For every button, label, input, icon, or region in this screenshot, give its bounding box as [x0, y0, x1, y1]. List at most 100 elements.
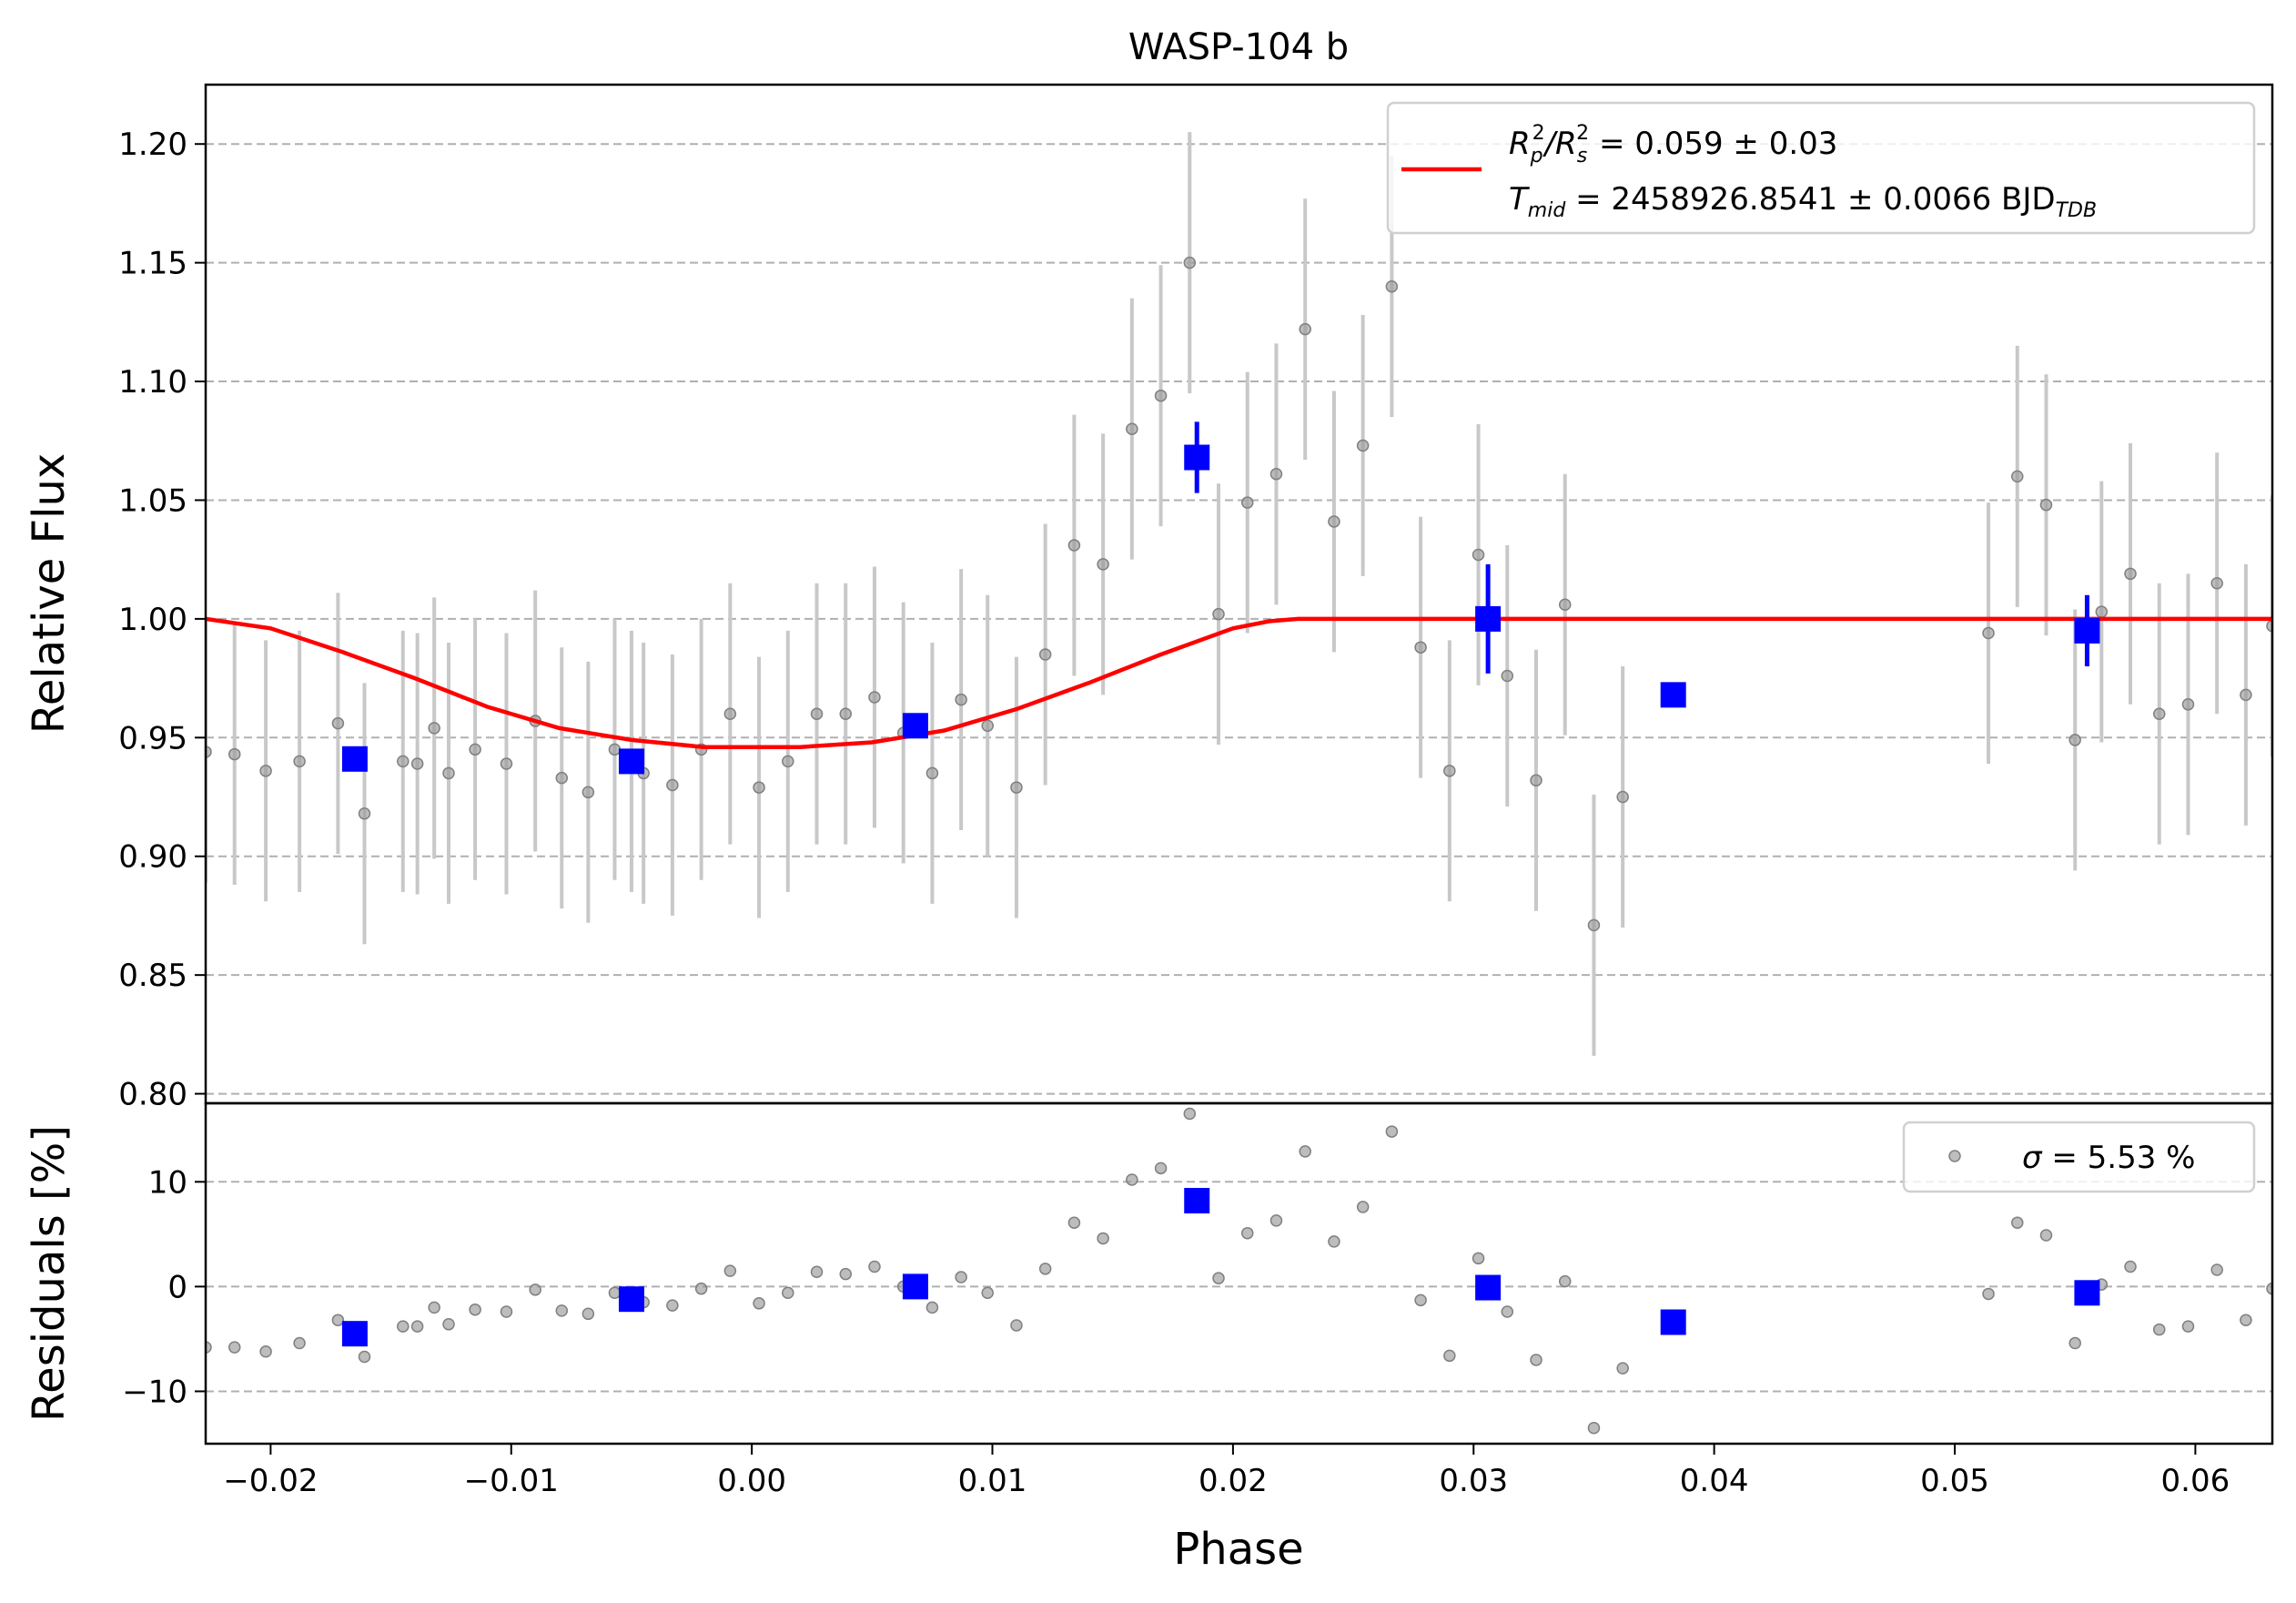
raw-point	[1299, 322, 1311, 336]
residual-raw-point	[582, 1307, 595, 1321]
legend-tmid-entry: Tmid = 2458926.8541 ± 0.0066 BJDTDB	[1509, 181, 2097, 222]
raw-point	[608, 743, 622, 756]
raw-point	[1385, 279, 1399, 293]
binned-point	[2074, 617, 2100, 644]
raw-point	[925, 766, 939, 780]
raw-point	[1558, 598, 1572, 611]
residual-raw-point	[358, 1350, 371, 1364]
binned-point	[618, 748, 644, 775]
raw-point	[1530, 774, 1542, 787]
chart-title: WASP-104 b	[1128, 26, 1349, 68]
raw-point	[1126, 422, 1138, 435]
raw-point	[469, 743, 481, 756]
residual-binned-point	[618, 1286, 644, 1313]
main-legend-box	[1386, 101, 2256, 235]
residual-raw-point	[1126, 1173, 1138, 1186]
legend-sigma-entry: σ = 5.53 %	[2022, 1140, 2195, 1176]
residual-raw-point	[1328, 1235, 1340, 1248]
main-y-tick-label: 0.85	[118, 958, 187, 994]
raw-point	[2039, 498, 2053, 512]
binned-point	[1660, 682, 1686, 708]
residual-raw-point	[955, 1271, 967, 1283]
residual-raw-point	[782, 1286, 794, 1300]
main-y-tick-label: 1.05	[118, 482, 187, 519]
residual-raw-point	[1154, 1162, 1168, 1175]
residual-raw-point	[2266, 1282, 2272, 1295]
residual-raw-points	[206, 1107, 2272, 1435]
raw-point	[1010, 781, 1023, 794]
raw-point	[358, 807, 371, 820]
raw-point	[1587, 918, 1601, 932]
raw-point	[810, 707, 824, 720]
raw-point	[1097, 558, 1109, 571]
residual-raw-point	[1356, 1201, 1370, 1213]
residual-raw-point	[1010, 1319, 1023, 1332]
raw-point	[228, 747, 241, 761]
residual-raw-point	[1587, 1421, 1601, 1435]
residual-raw-point	[293, 1336, 306, 1350]
residual-raw-point	[1183, 1107, 1197, 1121]
residual-raw-point	[2039, 1229, 2053, 1242]
x-tick-label: 0.04	[1680, 1463, 1749, 1499]
raw-point	[1183, 256, 1197, 269]
raw-point	[723, 707, 737, 720]
residual-raw-point	[839, 1267, 852, 1281]
x-axis-ticks: −0.02 −0.01 0.00 0.01 0.02 0.03 0.04 0.05 0.06	[223, 1444, 2230, 1499]
raw-point	[782, 755, 794, 768]
residual-raw-point	[228, 1341, 241, 1354]
y-axis-label-residuals: Residuals [%]	[24, 1125, 75, 1422]
residual-raw-point	[1414, 1294, 1427, 1307]
x-tick-label: 0.03	[1439, 1463, 1508, 1499]
residual-legend-box	[1902, 1121, 2256, 1193]
legend-sigma-marker	[1948, 1150, 1961, 1162]
x-tick-label: 0.01	[958, 1463, 1027, 1499]
raw-point	[206, 746, 212, 758]
residual-raw-point	[1299, 1145, 1311, 1158]
raw-point	[955, 693, 967, 706]
residual-binned-point	[902, 1273, 928, 1300]
legend-depth-r: R	[1509, 126, 1531, 162]
raw-point	[1414, 641, 1427, 654]
residual-panel-plot-area	[206, 1107, 2272, 1435]
legend-depth-sub-p: p	[1530, 145, 1543, 167]
raw-point	[397, 755, 410, 768]
residual-panel-frame	[204, 1101, 2274, 1446]
raw-point	[259, 765, 272, 777]
residual-raw-point	[529, 1283, 541, 1296]
raw-point	[1154, 389, 1168, 402]
raw-point	[1067, 539, 1081, 552]
main-y-tick-label: 1.00	[118, 602, 187, 638]
x-tick-label: −0.02	[223, 1463, 318, 1499]
raw-point	[2266, 619, 2272, 633]
legend-depth-sup-2: 2	[1576, 122, 1589, 145]
residual-raw-point	[206, 1341, 212, 1354]
main-y-tick-label: 1.10	[118, 364, 187, 401]
residual-raw-point	[1982, 1287, 1995, 1301]
residual-raw-point	[428, 1301, 440, 1314]
raw-point	[2011, 470, 2024, 483]
legend-depth-slash-r: /R	[1542, 126, 1577, 162]
residual-y-tick-label: 0	[167, 1269, 187, 1305]
residual-raw-point	[1269, 1214, 1283, 1227]
residual-binned-point	[341, 1321, 368, 1347]
legend-tmid-t: T	[1509, 181, 1530, 218]
residual-raw-point	[2181, 1320, 2195, 1333]
residual-y-tick-label: −10	[122, 1374, 187, 1410]
residual-y-tick-label: 10	[148, 1164, 187, 1201]
residual-raw-point	[1616, 1362, 1629, 1375]
main-panel-plot-area	[206, 132, 2272, 1056]
raw-point	[1982, 626, 1995, 640]
x-axis-label: Phase	[1173, 1524, 1303, 1575]
x-tick-label: −0.01	[464, 1463, 559, 1499]
residual-raw-point	[397, 1320, 410, 1333]
residual-raw-point	[1067, 1216, 1081, 1229]
residual-raw-point	[555, 1304, 569, 1317]
raw-point	[2095, 605, 2109, 618]
x-tick-label: 0.06	[2161, 1463, 2230, 1499]
raw-point	[1616, 790, 1629, 804]
main-panel-gridlines	[206, 143, 2272, 1095]
legend-depth-sub-s: s	[1577, 145, 1587, 167]
binned-point	[1475, 605, 1502, 632]
residual-raw-point	[500, 1305, 513, 1318]
binned-point	[902, 713, 928, 739]
